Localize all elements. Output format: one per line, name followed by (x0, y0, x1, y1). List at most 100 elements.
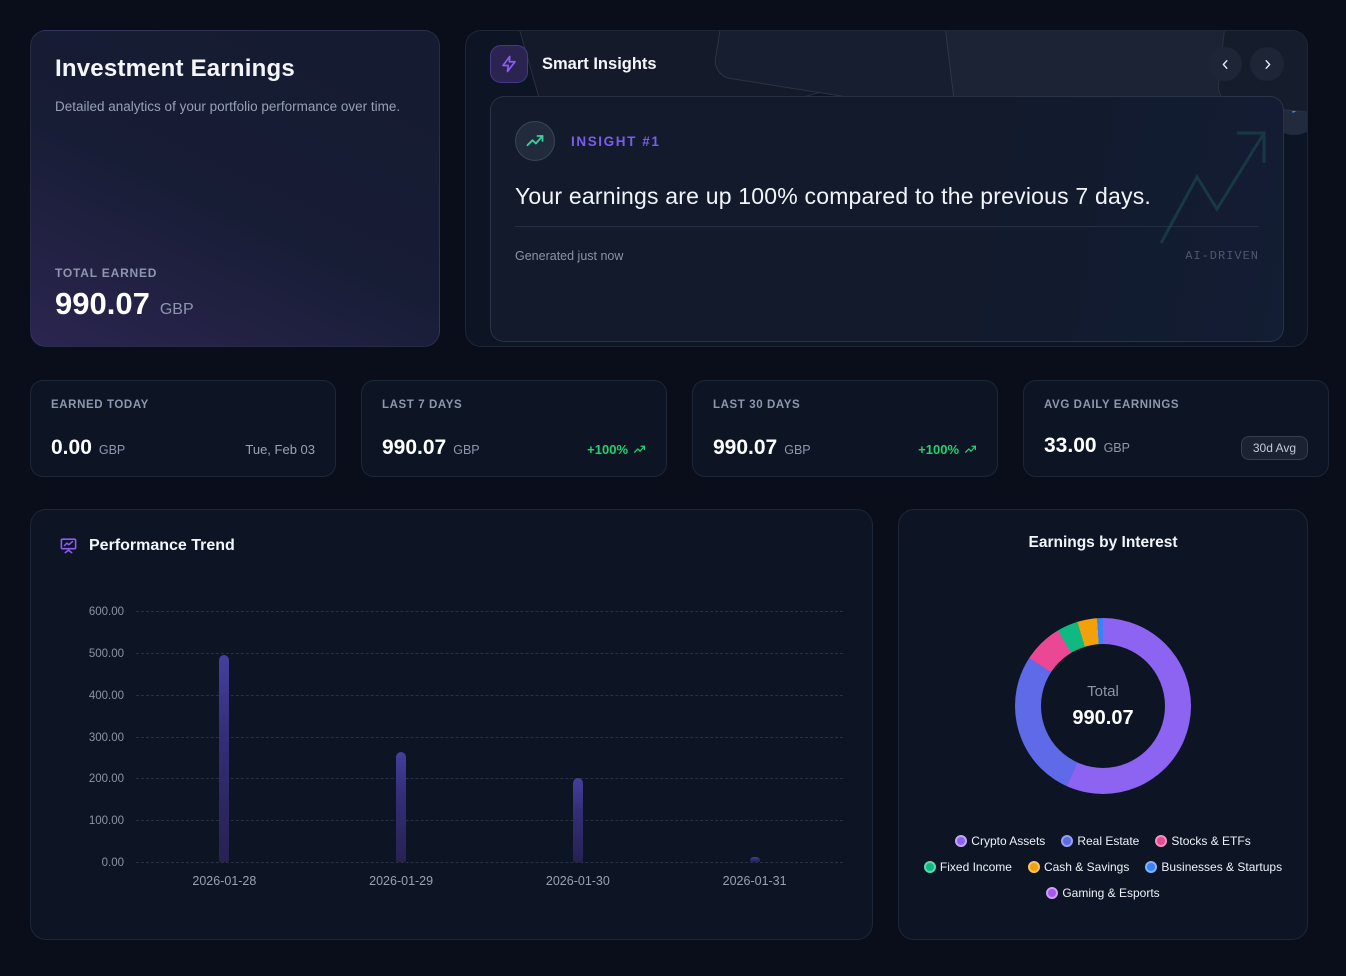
stat-delta-badge: +100% (918, 442, 977, 457)
performance-trend-header: Performance Trend (51, 536, 858, 555)
legend-label: Fixed Income (939, 860, 1012, 874)
gridline: 100.00 (89, 815, 843, 827)
stat-period-badge: 30d Avg (1240, 436, 1308, 460)
investment-earnings-card: Investment Earnings Detailed analytics o… (30, 30, 440, 347)
stat-value: 0.00 (51, 436, 92, 459)
stat-delta-badge: +100% (587, 442, 646, 457)
lightning-bolt-icon (500, 55, 518, 73)
stat-delta-value: +100% (587, 442, 628, 457)
bar-2026-01-29 (396, 752, 407, 862)
gridline: 300.00 (89, 732, 843, 744)
stat-value-row: 0.00 GBP Tue, Feb 03 (51, 436, 315, 460)
legend-item-crypto-assets[interactable]: Crypto Assets (955, 834, 1045, 848)
stat-card-last-30-days: LAST 30 DAYS 990.07 GBP +100% (692, 380, 998, 477)
total-earned-label: TOTAL EARNED (55, 266, 158, 280)
stat-label: EARNED TODAY (51, 399, 149, 411)
gridline: 0.00 (102, 857, 843, 869)
legend-item-gaming-esports[interactable]: Gaming & Esports (1046, 886, 1160, 900)
stat-value: 990.07 (713, 436, 778, 459)
donut-total-value: 990.07 (1072, 706, 1134, 729)
donut-total-label: Total (1087, 682, 1119, 700)
insight-footer: Generated just now AI-DRIVEN (515, 249, 1259, 263)
page-subtitle: Detailed analytics of your portfolio per… (55, 99, 401, 114)
stat-value: 33.00 (1044, 434, 1097, 457)
trending-up-icon (964, 443, 977, 456)
legend-color-dot (1155, 835, 1168, 847)
next-insight-button[interactable] (1250, 47, 1284, 81)
total-earned-currency: GBP (159, 301, 194, 318)
page-title: Investment Earnings (55, 55, 295, 82)
stat-value-row: 990.07 GBP +100% (713, 436, 977, 460)
legend-label: Stocks & ETFs (1171, 834, 1251, 848)
insights-title: Smart Insights (542, 54, 657, 73)
ai-driven-watermark: AI-DRIVEN (1185, 249, 1259, 263)
stat-label: LAST 30 DAYS (713, 399, 801, 411)
legend-color-dot (1145, 861, 1158, 873)
stat-value-row: 990.07 GBP +100% (382, 436, 646, 460)
stat-currency: GBP (98, 443, 126, 457)
y-axis-tick-label: 600.00 (88, 606, 124, 618)
x-axis-tick-label: 2026-01-29 (369, 874, 434, 888)
insight-badge-row: INSIGHT #1 (515, 121, 1259, 161)
trending-up-icon (633, 443, 646, 456)
legend-color-dot (1046, 887, 1059, 899)
stat-date: Tue, Feb 03 (245, 442, 315, 457)
donut-legend: Crypto Assets Real Estate Stocks & ETFs Fix… (923, 834, 1283, 900)
insight-detail-card: INSIGHT #1 Your earnings are up 100% com… (490, 96, 1284, 342)
insight-number-label: INSIGHT #1 (571, 133, 661, 149)
legend-item-businesses-startups[interactable]: Businesses & Startups (1145, 860, 1282, 874)
chevron-left-icon (1219, 58, 1232, 71)
presentation-chart-icon (59, 536, 78, 555)
legend-label: Crypto Assets (971, 834, 1046, 848)
top-row: Investment Earnings Detailed analytics o… (30, 30, 1346, 347)
previous-insight-button[interactable] (1208, 47, 1242, 81)
legend-item-cash-savings[interactable]: Cash & Savings (1027, 860, 1130, 874)
gridline: 500.00 (89, 648, 843, 660)
y-axis-tick-label: 200.00 (88, 773, 124, 786)
stat-card-earned-today: EARNED TODAY 0.00 GBP Tue, Feb 03 (30, 380, 336, 477)
bar-2026-01-30 (572, 777, 583, 862)
legend-label: Businesses & Startups (1161, 860, 1283, 874)
stat-label: LAST 7 DAYS (382, 399, 463, 411)
stat-value: 990.07 (382, 436, 447, 459)
insight-headline: Your earnings are up 100% compared to th… (515, 183, 1259, 227)
trend-line-decoration (1159, 131, 1266, 244)
legend-label: Real Estate (1077, 834, 1140, 848)
legend-label: Cash & Savings (1043, 860, 1130, 874)
stat-currency: GBP (1103, 441, 1130, 455)
performance-trend-card: Performance Trend 600.00 500.00 400.00 300.… (30, 509, 873, 940)
gridline: 200.00 (89, 773, 843, 785)
bar-chart-x-axis: 2026-01-28 2026-01-29 2026-01-30 2026-01-31 (136, 862, 843, 902)
insights-header: Smart Insights (490, 45, 1284, 83)
stat-currency: GBP (453, 443, 480, 457)
smart-insights-logo (490, 45, 528, 83)
legend-color-dot (1061, 835, 1074, 847)
stat-currency: GBP (784, 443, 811, 457)
legend-item-stocks-etfs[interactable]: Stocks & ETFs (1155, 834, 1251, 848)
y-axis-tick-label: 0.00 (101, 857, 124, 869)
total-earned-row: 990.07 GBP (55, 286, 415, 322)
y-axis-tick-label: 100.00 (88, 815, 124, 828)
legend-item-real-estate[interactable]: Real Estate (1061, 834, 1139, 848)
chevron-right-icon (1261, 58, 1274, 71)
charts-row: Performance Trend 600.00 500.00 400.00 300.… (30, 509, 1346, 940)
stats-row: EARNED TODAY 0.00 GBP Tue, Feb 03 LAST 7… (30, 380, 1346, 477)
total-earned-value: 990.07 (55, 286, 150, 321)
y-axis-tick-label: 500.00 (88, 647, 124, 660)
earnings-by-interest-card: Earnings by Interest Total 990.07 Crypto… (898, 509, 1308, 940)
x-axis-tick-label: 2026-01-28 (192, 874, 257, 888)
legend-color-dot (1027, 861, 1040, 873)
bar-2026-01-28 (219, 654, 230, 862)
x-axis-tick-label: 2026-01-30 (545, 874, 610, 888)
insights-carousel-nav (1208, 47, 1284, 81)
stat-value-row: 33.00 GBP 30d Avg (1044, 434, 1308, 460)
stat-card-last-7-days: LAST 7 DAYS 990.07 GBP +100% (361, 380, 667, 477)
legend-label: Gaming & Esports (1062, 886, 1160, 900)
donut-chart: Total 990.07 (1015, 618, 1191, 794)
donut-center: Total 990.07 (1041, 644, 1165, 768)
bar-chart-plot-area: 600.00 500.00 400.00 300.00 200.00 100.00 0.00 (89, 606, 843, 869)
legend-color-dot (955, 835, 968, 847)
stat-card-avg-daily-earnings: AVG DAILY EARNINGS 33.00 GBP 30d Avg (1023, 380, 1329, 477)
legend-item-fixed-income[interactable]: Fixed Income (923, 860, 1012, 874)
